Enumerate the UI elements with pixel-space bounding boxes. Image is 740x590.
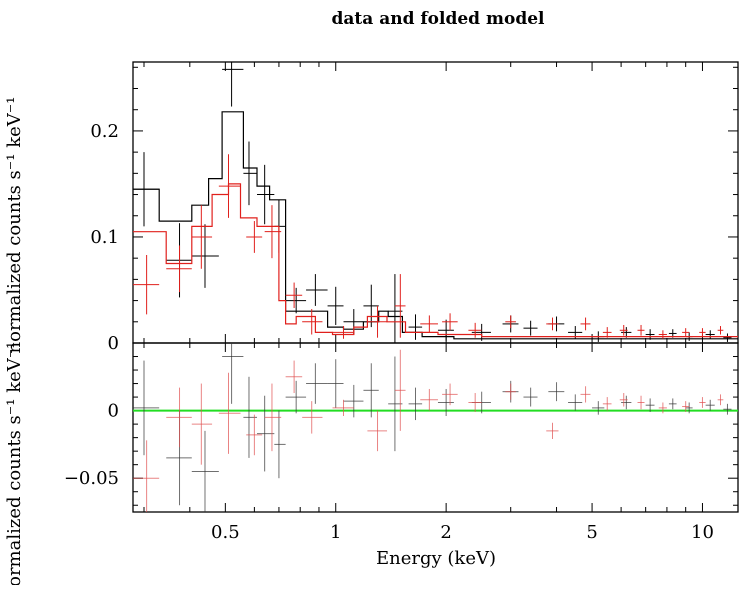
model-line-1 bbox=[133, 183, 738, 338]
x-tick-label: 1 bbox=[330, 522, 341, 543]
plot-frame-upper bbox=[132, 61, 739, 344]
upper-panel: 0 0.1 0.2 bbox=[90, 61, 739, 354]
y-tick-label: −0.05 bbox=[64, 468, 119, 489]
x-axis-label: Energy (keV) bbox=[376, 548, 496, 569]
x-tick-label: 2 bbox=[440, 522, 451, 543]
chart-title: data and folded model bbox=[332, 9, 546, 29]
x-tick-label: 0.5 bbox=[211, 522, 240, 543]
y-tick-label: 0.1 bbox=[90, 227, 119, 248]
y-tick-label: 0 bbox=[108, 333, 119, 354]
x-tick-label: 5 bbox=[586, 522, 597, 543]
model-line-0 bbox=[133, 111, 738, 340]
lower-panel: 0.5 1 2 5 10 −0.05 0 bbox=[64, 342, 739, 543]
lower-y-axis-label: normalized counts s⁻¹ keV⁻¹ bbox=[4, 342, 25, 585]
y-tick-label: 0.2 bbox=[90, 121, 119, 142]
x-tick-label: 10 bbox=[691, 522, 714, 543]
upper-y-axis-label: normalized counts s⁻¹ keV⁻¹ bbox=[4, 97, 25, 354]
plot-frame-lower bbox=[132, 342, 739, 513]
y-tick-label: 0 bbox=[108, 401, 119, 422]
